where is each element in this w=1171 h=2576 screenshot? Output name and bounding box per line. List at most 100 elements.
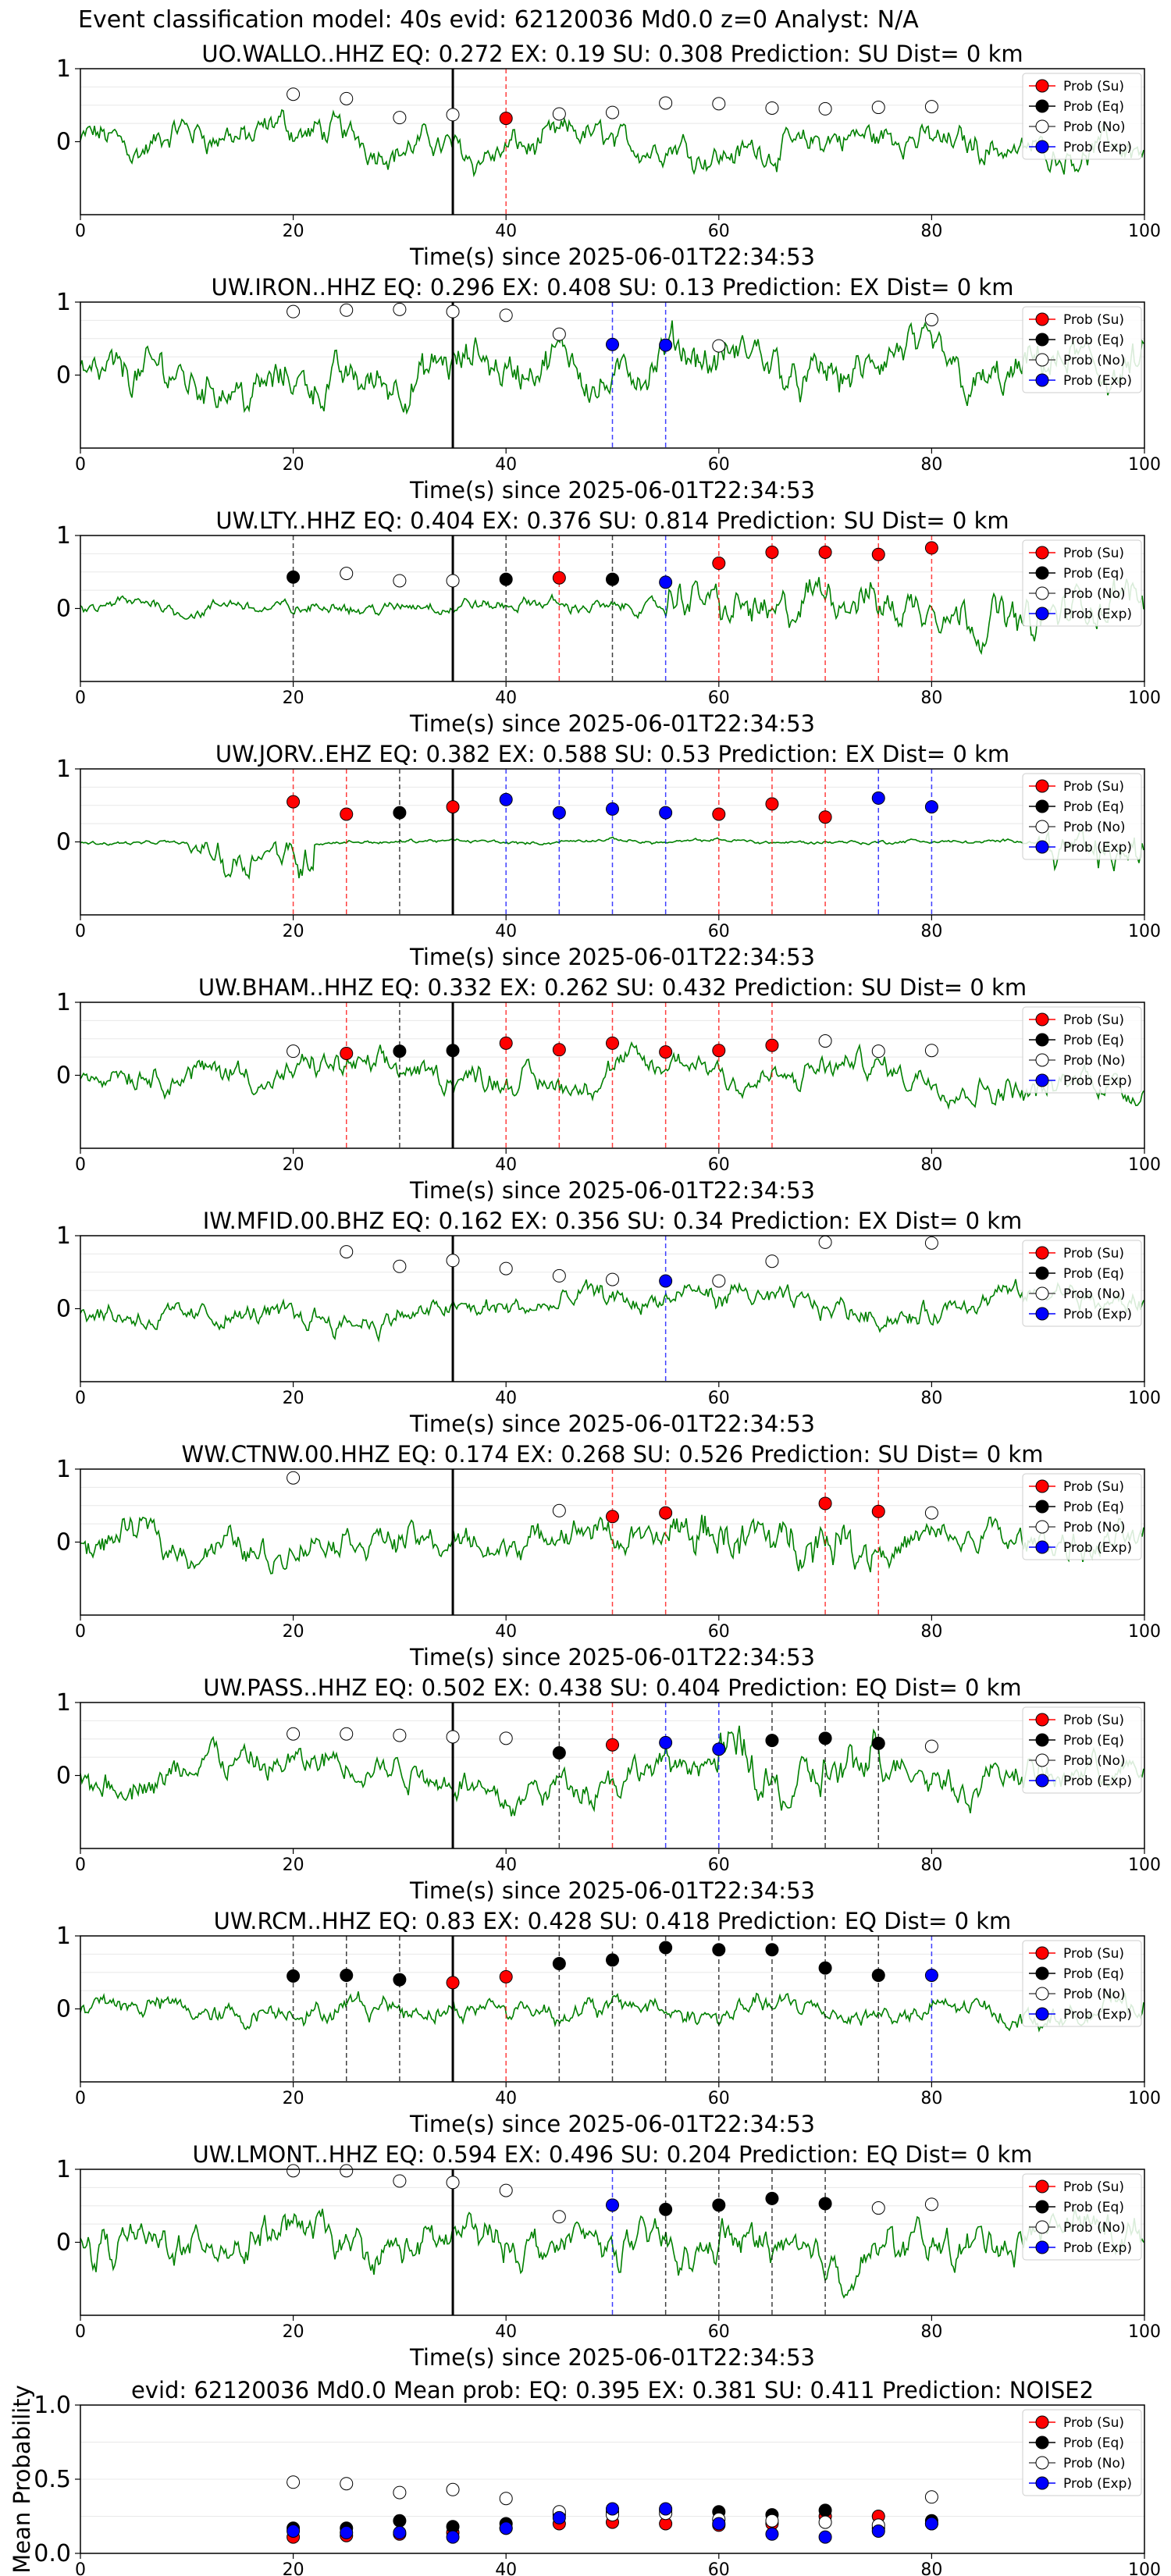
x-axis-label: Time(s) since 2025-06-01T22:34:53 (409, 1644, 815, 1670)
station-panel-1: UO.WALLO..HHZ EQ: 0.272 EX: 0.19 SU: 0.3… (56, 41, 1161, 270)
x-tick-label: 20 (283, 1389, 304, 1408)
legend-marker-su (1035, 546, 1049, 560)
y-tick-label: 0 (56, 1763, 71, 1790)
legend-marker-no (1035, 2220, 1049, 2234)
legend-label: Prob (Eq) (1063, 99, 1124, 115)
mean-prob-point-no (765, 2514, 779, 2528)
x-tick-label: 40 (495, 688, 517, 708)
prob-point-su (552, 571, 566, 585)
legend-box (1022, 1006, 1142, 1094)
legend-marker-exp (1035, 2240, 1049, 2254)
prob-point-exp (659, 338, 673, 352)
legend-marker-su (1035, 2415, 1049, 2429)
x-tick-label: 0 (75, 2560, 86, 2576)
prob-point-su (340, 1046, 354, 1060)
prob-point-exp (712, 1742, 726, 1756)
mean-prob-point-exp (340, 2525, 354, 2539)
mean-prob-point-exp (818, 2530, 832, 2544)
prob-point-no (446, 2176, 460, 2190)
legend-marker-su (1035, 1946, 1049, 1960)
prob-point-no (924, 1044, 938, 1058)
prob-point-no (712, 97, 726, 111)
prob-point-eq (659, 2202, 673, 2216)
prob-point-no (393, 1259, 407, 1273)
prob-point-eq (818, 1961, 832, 1975)
legend-box (1022, 2409, 1142, 2496)
x-tick-label: 20 (283, 455, 304, 475)
prob-point-no (287, 304, 301, 318)
prob-point-eq (393, 806, 407, 820)
legend-label: Prob (Eq) (1063, 799, 1124, 815)
legend-marker-eq (1035, 1500, 1049, 1514)
x-tick-label: 0 (75, 1389, 86, 1408)
prob-point-no (393, 302, 407, 316)
prob-point-su (340, 807, 354, 821)
prob-point-su (712, 807, 726, 821)
prob-point-no (818, 1034, 832, 1048)
y-tick-label: 0.5 (34, 2466, 71, 2493)
x-tick-label: 0 (75, 688, 86, 708)
prob-point-eq (606, 1953, 619, 1967)
x-axis-label: Time(s) since 2025-06-01T22:34:53 (409, 1411, 815, 1437)
legend-label: Prob (Eq) (1063, 1966, 1124, 1982)
x-tick-label: 0 (75, 922, 86, 941)
prob-point-su (287, 795, 301, 809)
legend-marker-su (1035, 79, 1049, 93)
prob-point-su (606, 1738, 619, 1752)
prob-point-no (659, 96, 673, 110)
legend-label: Prob (No) (1063, 2456, 1126, 2471)
x-tick-label: 80 (920, 922, 942, 941)
y-tick-label: 1 (56, 522, 71, 550)
prob-point-no (446, 1254, 460, 1268)
prob-point-exp (659, 575, 673, 589)
prob-point-exp (924, 800, 938, 814)
mean-prob-point-no (287, 2475, 301, 2489)
prob-point-su (765, 1038, 779, 1052)
prob-point-no (446, 304, 460, 318)
y-tick-label: 1 (56, 289, 71, 316)
prob-point-eq (765, 1734, 779, 1748)
x-axis-label: Time(s) since 2025-06-01T22:34:53 (409, 944, 815, 970)
station-panel-3: UW.LTY..HHZ EQ: 0.404 EX: 0.376 SU: 0.81… (56, 507, 1161, 737)
prob-point-eq (712, 2198, 726, 2212)
prob-point-no (818, 101, 832, 116)
legend-label: Prob (No) (1063, 2220, 1126, 2236)
panel-title: UW.IRON..HHZ EQ: 0.296 EX: 0.408 SU: 0.1… (212, 274, 1014, 301)
prob-point-su (924, 541, 938, 555)
legend-label: Prob (Su) (1063, 79, 1124, 94)
prob-point-no (287, 1044, 301, 1059)
prob-point-eq (871, 1968, 885, 1982)
x-tick-label: 40 (495, 1155, 517, 1175)
x-tick-label: 100 (1128, 2322, 1161, 2342)
station-panel-8: UW.PASS..HHZ EQ: 0.502 EX: 0.438 SU: 0.4… (56, 1674, 1161, 1904)
mean-probability-panel: evid: 62120036 Md0.0 Mean prob: EQ: 0.39… (9, 2377, 1161, 2576)
waveform-trace (80, 830, 1144, 881)
legend-label: Prob (No) (1063, 1987, 1126, 2002)
legend-label: Prob (No) (1063, 1053, 1126, 1069)
x-axis-label: Time(s) since 2025-06-01T22:34:53 (409, 710, 815, 737)
waveform-trace (80, 109, 1144, 178)
x-tick-label: 100 (1128, 455, 1161, 475)
legend-label: Prob (Eq) (1063, 1500, 1124, 1515)
legend-label: Prob (Su) (1063, 1012, 1124, 1028)
legend-marker-no (1035, 353, 1049, 367)
x-tick-label: 60 (708, 2322, 730, 2342)
waveform-trace (80, 577, 1144, 656)
legend-label: Prob (Exp) (1063, 373, 1132, 389)
legend-marker-exp (1035, 1774, 1049, 1788)
legend-marker-no (1035, 1053, 1049, 1067)
legend: Prob (Su) Prob (Eq) Prob (No) Prob (Exp) (1022, 2409, 1142, 2496)
x-axis-label: Time(s) since 2025-06-01T22:34:53 (409, 1177, 815, 1204)
legend: Prob (Su) Prob (Eq) Prob (No) Prob (Exp) (1022, 306, 1142, 393)
legend-marker-su (1035, 1479, 1049, 1493)
x-tick-label: 60 (708, 455, 730, 475)
station-panel-4: UW.JORV..EHZ EQ: 0.382 EX: 0.588 SU: 0.5… (56, 741, 1161, 970)
prob-point-no (340, 2164, 354, 2178)
legend-label: Prob (Eq) (1063, 1266, 1124, 1282)
y-tick-label: 1.0 (34, 2392, 71, 2419)
legend-label: Prob (Su) (1063, 312, 1124, 328)
legend-label: Prob (Exp) (1063, 1774, 1132, 1789)
prob-point-no (287, 87, 301, 101)
legend-label: Prob (Exp) (1063, 2476, 1132, 2492)
mean-prob-point-eq (818, 2503, 832, 2517)
